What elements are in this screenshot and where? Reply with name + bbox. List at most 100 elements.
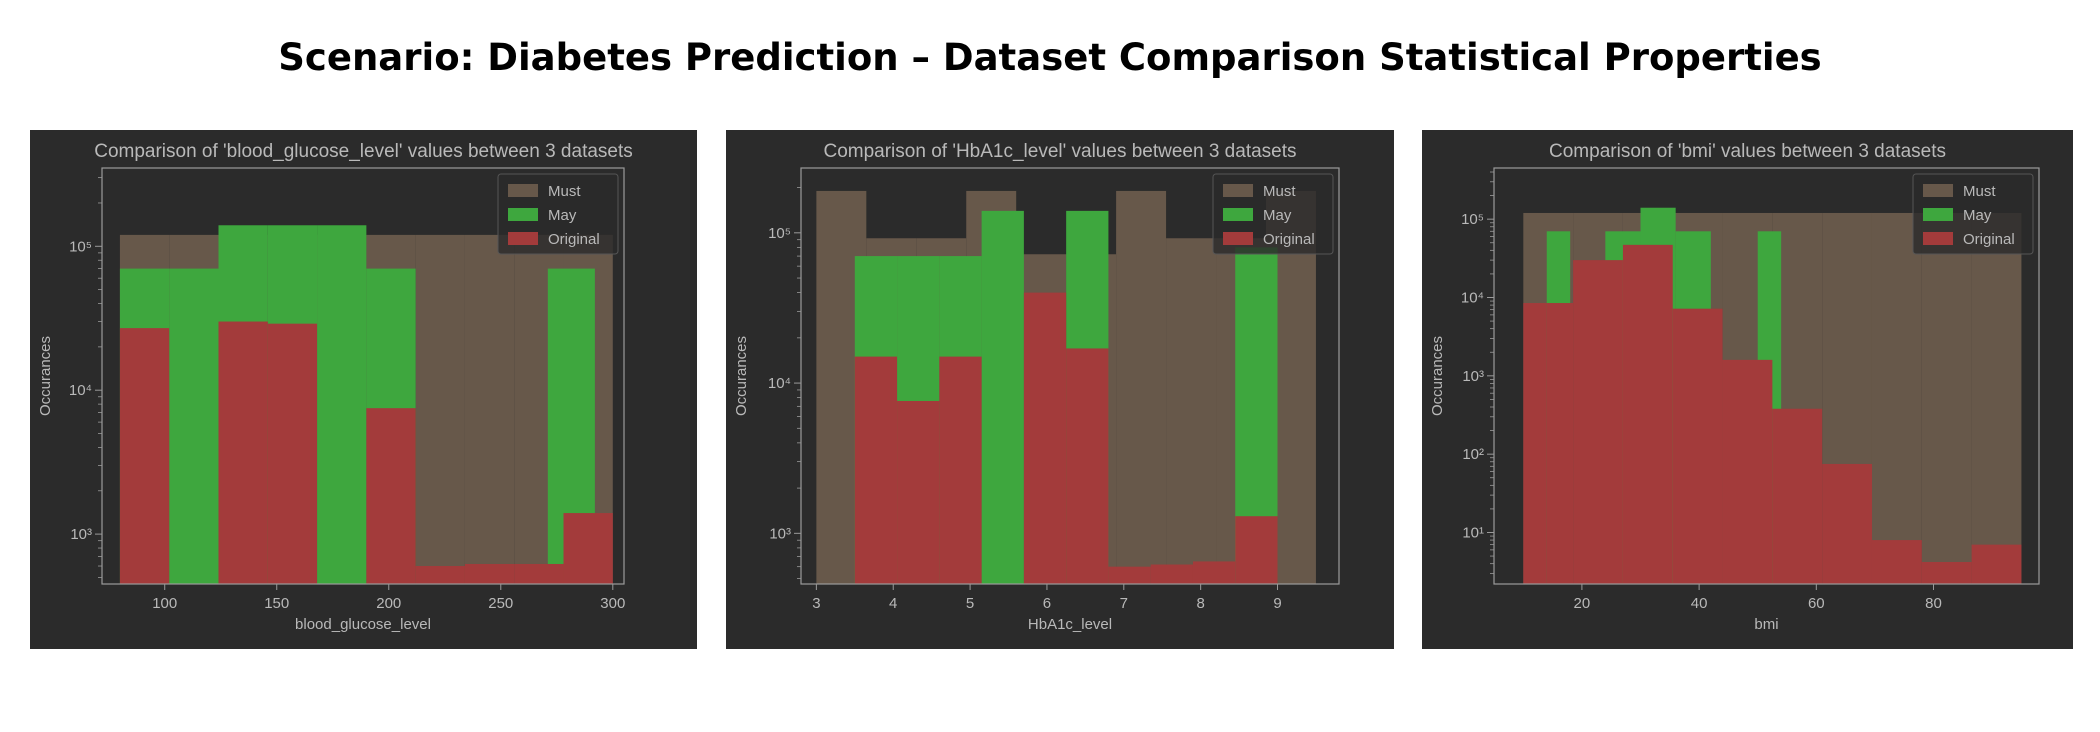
x-axis-label: HbA1c_level — [1028, 616, 1112, 633]
original-bar — [563, 513, 613, 584]
legend-swatch-may — [1923, 208, 1953, 221]
y-axis-label: Occurances — [1429, 336, 1446, 416]
chart-panel-blood-glucose: 100 150 200 250 300 10³ 10⁴ 10⁵ Comparison of 'b… — [30, 130, 697, 649]
chart-panel-bmi: 20 40 60 80 10¹ 10² 10³ 10⁴ 10⁵ Comparison of 'bm… — [1422, 130, 2073, 649]
legend-label-must: Must — [1263, 183, 1296, 200]
original-bar — [854, 356, 898, 584]
chart-title: Comparison of 'HbA1c_level' values betwe… — [823, 141, 1296, 162]
x-tick-label: 40 — [1691, 595, 1708, 612]
x-tick-label: 9 — [1273, 595, 1281, 612]
legend-label-may: May — [1263, 207, 1292, 224]
legend-label-may: May — [1963, 207, 1992, 224]
y-tick-label: 10¹ — [1462, 524, 1484, 541]
may-bar — [981, 210, 1024, 585]
original-bar — [1023, 292, 1067, 584]
legend-swatch-may — [1223, 208, 1253, 221]
original-bar — [267, 323, 318, 584]
x-tick-label: 6 — [1043, 595, 1051, 612]
chart-title: Comparison of 'blood_glucose_level' valu… — [94, 141, 633, 162]
x-tick-label: 100 — [152, 595, 177, 612]
legend-label-original: Original — [1963, 231, 2015, 248]
y-tick-label: 10³ — [769, 525, 791, 542]
may-bar — [317, 225, 367, 584]
axes-frame — [800, 167, 1340, 585]
y-tick-label: 10³ — [1462, 368, 1484, 385]
axes-frame — [101, 167, 625, 585]
original-bar — [218, 321, 268, 584]
legend-swatch-must — [1923, 184, 1953, 197]
original-bar — [1672, 308, 1723, 584]
x-tick-label: 5 — [966, 595, 974, 612]
legend-label-may: May — [548, 207, 577, 224]
legend-swatch-original — [508, 232, 538, 245]
x-axis-label: blood_glucose_level — [295, 616, 431, 633]
legend-label-must: Must — [548, 183, 581, 200]
original-bar — [1722, 359, 1773, 584]
original-bar — [1108, 566, 1151, 584]
y-tick-label: 10⁵ — [69, 238, 92, 255]
y-tick-label: 10⁴ — [69, 382, 92, 399]
x-tick-label: 3 — [812, 595, 820, 612]
legend-swatch-original — [1923, 232, 1953, 245]
page-title: Scenario: Diabetes Prediction – Dataset … — [278, 36, 1822, 79]
original-bar — [897, 400, 940, 584]
may-bar — [169, 268, 219, 584]
x-tick-label: 300 — [600, 595, 625, 612]
must-bar — [1116, 190, 1167, 584]
x-tick-label: 60 — [1808, 595, 1825, 612]
y-tick-label: 10⁴ — [1461, 289, 1484, 306]
original-bar — [1066, 348, 1109, 584]
x-tick-label: 80 — [1925, 595, 1942, 612]
must-bar — [1971, 212, 2022, 584]
original-bar — [1235, 516, 1278, 584]
legend-swatch-must — [508, 184, 538, 197]
y-tick-label: 10⁵ — [1461, 211, 1484, 228]
original-bar — [1573, 260, 1623, 584]
original-bar — [1772, 408, 1823, 584]
y-tick-label: 10⁵ — [768, 225, 791, 242]
legend-swatch-may — [508, 208, 538, 221]
original-bar — [1971, 544, 2022, 584]
legend-label-original: Original — [1263, 231, 1315, 248]
y-tick-label: 10² — [1462, 446, 1484, 463]
bmi-histogram: 20 40 60 80 10¹ 10² 10³ 10⁴ 10⁵ Comparison of 'bm… — [1429, 141, 2040, 633]
original-bar — [1523, 303, 1547, 584]
original-bar — [366, 408, 416, 584]
blood-glucose-histogram: 100 150 200 250 300 10³ 10⁴ 10⁵ Comparison of 'b… — [37, 141, 633, 633]
must-bar — [415, 234, 465, 584]
x-axis-label: bmi — [1754, 616, 1778, 633]
legend-swatch-must — [1223, 184, 1253, 197]
hba1c-histogram: 3 4 5 6 7 8 9 10³ 10⁴ 10⁵ Comparison of 'HbA1c_lev… — [733, 141, 1340, 633]
must-bar — [1871, 212, 1922, 584]
legend-swatch-original — [1223, 232, 1253, 245]
y-axis-label: Occurances — [37, 336, 54, 416]
x-tick-label: 150 — [264, 595, 289, 612]
original-bar — [939, 356, 982, 584]
original-bar — [1192, 561, 1236, 584]
original-bar — [1546, 303, 1574, 584]
y-tick-label: 10⁴ — [768, 375, 791, 392]
original-bar — [464, 563, 515, 584]
original-bar — [415, 566, 465, 584]
original-bar — [1150, 564, 1193, 584]
original-bar — [1921, 562, 1972, 584]
original-bar — [119, 328, 170, 584]
x-tick-label: 20 — [1574, 595, 1591, 612]
must-bar — [464, 234, 515, 584]
legend-label-must: Must — [1963, 183, 1996, 200]
x-tick-label: 250 — [488, 595, 513, 612]
legend-label-original: Original — [548, 231, 600, 248]
x-tick-label: 200 — [376, 595, 401, 612]
x-tick-label: 8 — [1196, 595, 1204, 612]
chart-title: Comparison of 'bmi' values between 3 dat… — [1549, 141, 1946, 162]
x-tick-label: 7 — [1120, 595, 1128, 612]
original-bar — [1871, 540, 1922, 584]
y-axis-label: Occurances — [733, 336, 750, 416]
original-bar — [1822, 463, 1872, 584]
must-bar — [1921, 212, 1972, 584]
x-tick-label: 4 — [889, 595, 897, 612]
chart-panel-hba1c: 3 4 5 6 7 8 9 10³ 10⁴ 10⁵ Comparison of 'HbA1c_lev… — [726, 130, 1394, 649]
must-bar — [1166, 238, 1217, 584]
original-bar — [514, 563, 564, 584]
y-tick-label: 10³ — [70, 526, 92, 543]
